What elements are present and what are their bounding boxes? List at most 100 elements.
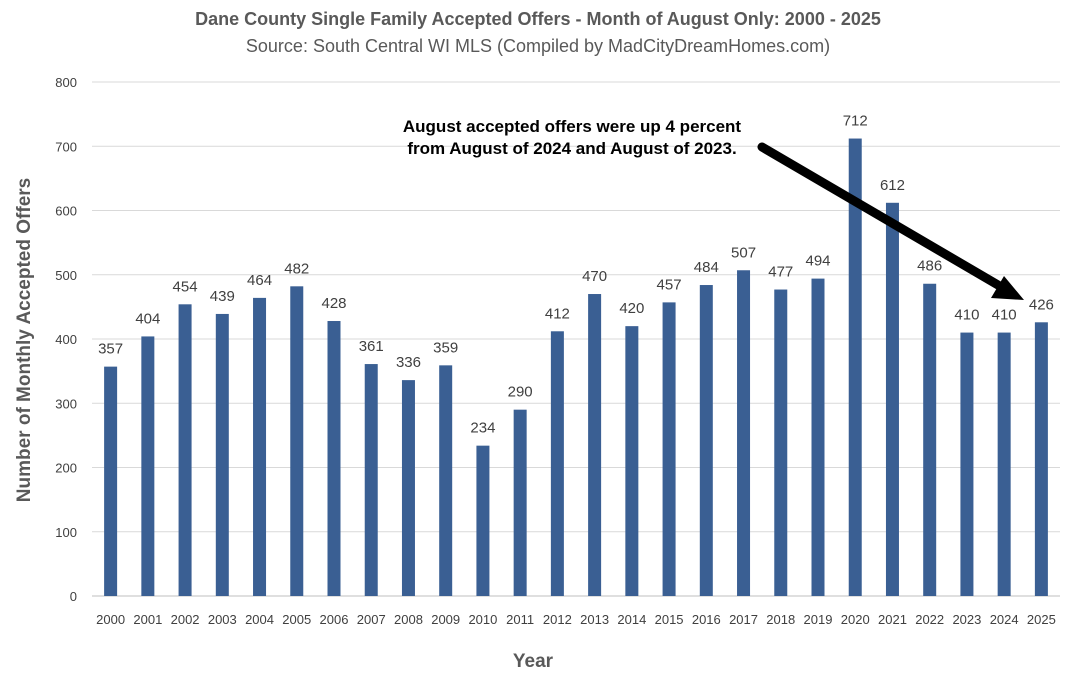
x-tick-label: 2015	[655, 612, 684, 627]
y-tick-label: 400	[55, 332, 77, 347]
bar	[885, 202, 899, 597]
data-label: 482	[284, 260, 309, 277]
data-label: 428	[321, 295, 346, 312]
x-tick-label: 2003	[208, 612, 237, 627]
y-tick-label: 500	[55, 268, 77, 283]
x-tick-label: 2024	[990, 612, 1019, 627]
data-label: 361	[359, 338, 384, 355]
data-label: 410	[954, 307, 979, 324]
data-label: 507	[731, 244, 756, 261]
bar	[253, 297, 267, 596]
annotation-arrow-shaft	[757, 142, 1003, 290]
x-tick-label: 2021	[878, 612, 907, 627]
x-tick-label: 2005	[282, 612, 311, 627]
x-tick-label: 2025	[1027, 612, 1056, 627]
gridlines	[92, 81, 1060, 597]
data-label: 420	[619, 300, 644, 317]
x-tick-label: 2020	[841, 612, 870, 627]
data-label: 486	[917, 258, 942, 275]
x-tick-label: 2016	[692, 612, 721, 627]
bar	[923, 283, 937, 596]
bar	[290, 286, 304, 596]
bars	[104, 138, 1048, 597]
bar	[476, 445, 490, 596]
x-axis-title: Year	[513, 651, 554, 672]
data-label: 426	[1029, 296, 1054, 313]
bar	[550, 331, 564, 596]
data-label: 290	[508, 384, 533, 401]
data-label: 470	[582, 268, 607, 285]
x-tick-label: 2009	[431, 612, 460, 627]
y-tick-label: 600	[55, 204, 77, 219]
bar	[104, 366, 118, 596]
x-tick-label: 2011	[506, 612, 534, 627]
data-label: 464	[247, 272, 272, 289]
data-label: 336	[396, 354, 421, 371]
bar	[215, 313, 229, 596]
bar	[439, 365, 453, 596]
bar	[588, 294, 602, 596]
bar	[699, 285, 713, 596]
chart-title: Dane County Single Family Accepted Offer…	[195, 9, 881, 29]
y-axis-title: Number of Monthly Accepted Offers	[14, 178, 35, 502]
data-label: 484	[694, 259, 719, 276]
annotation-arrow-head	[991, 276, 1024, 300]
x-tick-label: 2019	[804, 612, 833, 627]
data-label: 454	[173, 278, 198, 295]
x-tick-label: 2001	[133, 612, 162, 627]
bar	[811, 278, 825, 596]
data-label: 494	[805, 253, 830, 270]
x-tick-label: 2010	[468, 612, 497, 627]
bar	[1034, 322, 1048, 596]
x-tick-label: 2018	[766, 612, 795, 627]
data-label: 357	[98, 341, 123, 358]
bar	[513, 409, 527, 596]
x-tick-label: 2008	[394, 612, 423, 627]
x-tick-labels: 2000 2001 2002 2003 2004 2005 2006 2007 2008 2009…	[96, 612, 1056, 627]
x-tick-label: 2007	[357, 612, 386, 627]
data-label: 457	[657, 276, 682, 293]
x-tick-label: 2004	[245, 612, 274, 627]
data-label: 234	[470, 420, 495, 437]
data-label: 404	[135, 310, 160, 327]
x-tick-label: 2006	[320, 612, 349, 627]
x-tick-label: 2017	[729, 612, 758, 627]
data-labels: 357 404 454 439 464 482 428 361 336 359 234 290 412 4…	[98, 113, 1054, 437]
x-tick-label: 2014	[617, 612, 646, 627]
y-tick-label: 0	[70, 589, 77, 604]
x-tick-label: 2022	[915, 612, 944, 627]
data-label: 477	[768, 264, 793, 281]
data-label: 612	[880, 177, 905, 194]
annotation-line-2: from August of 2024 and August of 2023.	[407, 139, 736, 158]
y-tick-label: 100	[55, 525, 77, 540]
bar	[848, 138, 862, 597]
bar	[960, 332, 974, 596]
data-label: 410	[992, 307, 1017, 324]
bar	[401, 380, 415, 596]
data-label: 359	[433, 339, 458, 356]
y-tick-label: 700	[55, 139, 77, 154]
bar	[774, 289, 788, 596]
data-label: 712	[843, 113, 868, 130]
y-tick-label: 200	[55, 461, 77, 476]
y-tick-label: 300	[55, 396, 77, 411]
x-tick-label: 2002	[171, 612, 200, 627]
bar	[662, 302, 676, 596]
bar	[625, 326, 639, 596]
y-tick-label: 800	[55, 75, 77, 90]
x-tick-label: 2023	[952, 612, 981, 627]
x-tick-label: 2000	[96, 612, 125, 627]
annotation: August accepted offers were up 4 percent…	[403, 117, 1024, 300]
data-label: 412	[545, 305, 570, 322]
bar	[997, 332, 1011, 596]
bar	[178, 304, 192, 596]
x-tick-label: 2013	[580, 612, 609, 627]
y-tick-labels: 0 100 200 300 400 500 600 700 800	[55, 75, 77, 604]
chart-subtitle: Source: South Central WI MLS (Compiled b…	[246, 36, 830, 56]
bar	[141, 336, 155, 596]
annotation-line-1: August accepted offers were up 4 percent	[403, 117, 742, 136]
x-tick-label: 2012	[543, 612, 572, 627]
data-label: 439	[210, 288, 235, 305]
bar	[737, 270, 751, 596]
